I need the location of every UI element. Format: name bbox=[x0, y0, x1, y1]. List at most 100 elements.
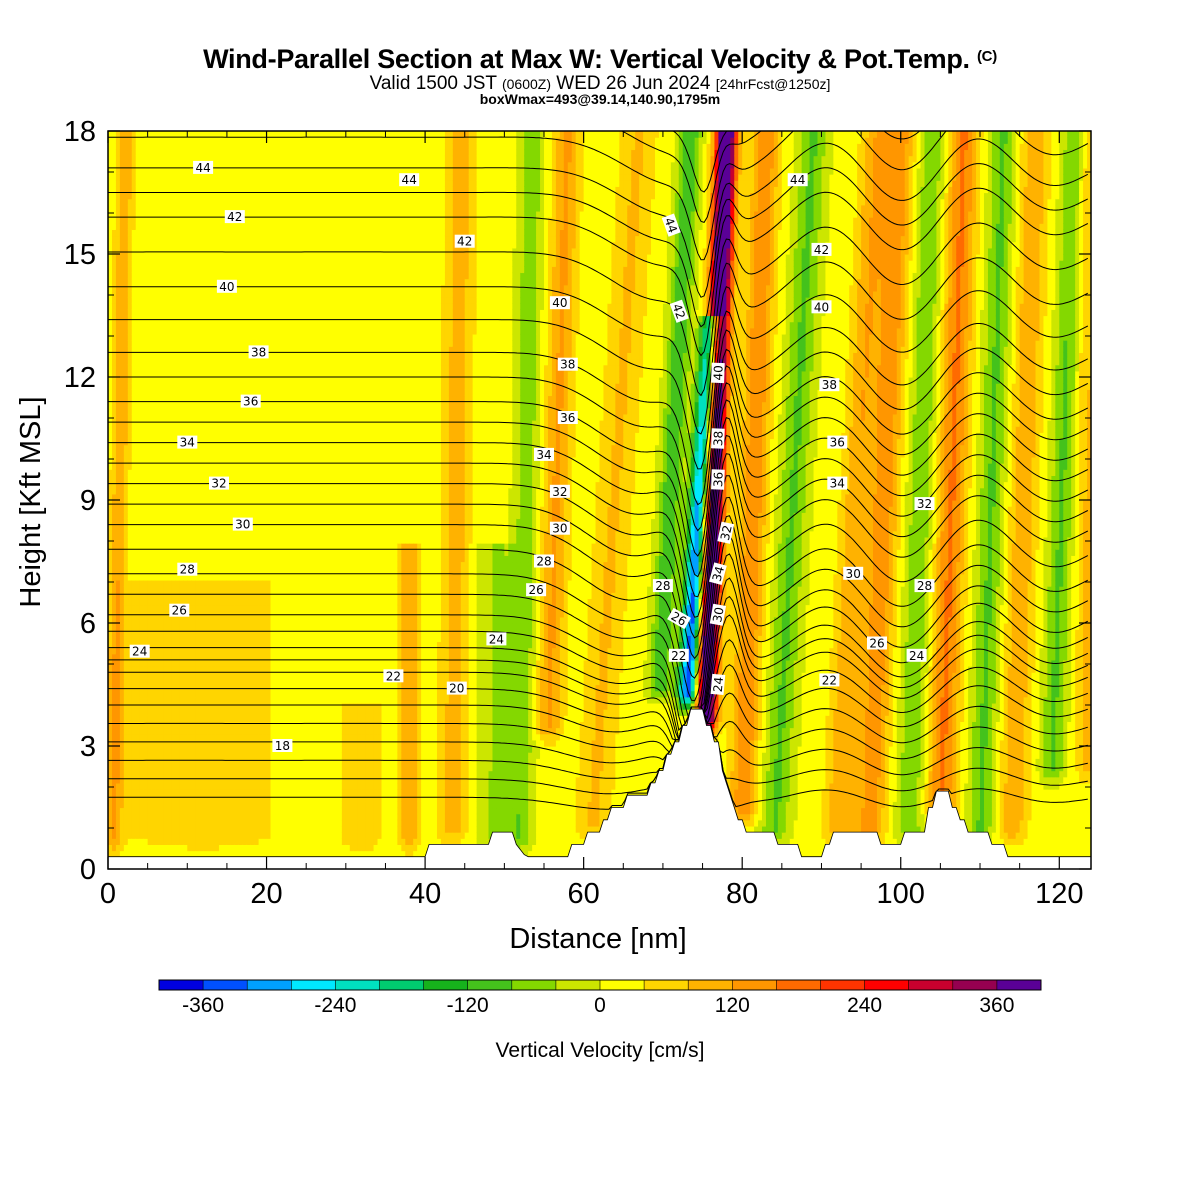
w-cell bbox=[155, 481, 161, 489]
w-cell bbox=[218, 659, 224, 667]
w-cell bbox=[242, 137, 248, 144]
w-cell bbox=[226, 733, 232, 741]
w-cell bbox=[159, 746, 165, 753]
w-cell bbox=[171, 210, 176, 218]
w-cell bbox=[215, 850, 220, 858]
w-cell bbox=[127, 407, 133, 415]
w-cell bbox=[215, 838, 220, 845]
w-cell bbox=[211, 506, 216, 513]
w-cell bbox=[187, 315, 192, 323]
w-cell bbox=[115, 543, 121, 550]
w-cell bbox=[151, 616, 157, 624]
w-cell bbox=[139, 801, 145, 809]
w-cell bbox=[266, 383, 272, 390]
w-cell bbox=[230, 438, 236, 446]
w-cell bbox=[191, 420, 196, 427]
w-cell bbox=[199, 641, 204, 649]
w-cell bbox=[222, 733, 228, 741]
w-cell bbox=[226, 696, 232, 704]
w-cell bbox=[175, 290, 180, 298]
w-cell bbox=[147, 198, 153, 206]
w-cell bbox=[163, 475, 169, 483]
w-cell bbox=[163, 733, 169, 741]
w-cell bbox=[230, 180, 236, 187]
w-cell bbox=[108, 487, 113, 495]
w-cell bbox=[187, 475, 192, 483]
w-cell bbox=[111, 672, 117, 679]
w-cell bbox=[123, 229, 129, 237]
w-cell bbox=[258, 143, 264, 151]
w-cell bbox=[211, 377, 216, 384]
w-cell bbox=[211, 666, 216, 673]
w-cell bbox=[207, 401, 212, 409]
w-cell bbox=[258, 641, 264, 649]
w-cell bbox=[199, 303, 204, 310]
w-cell bbox=[179, 420, 184, 427]
w-cell bbox=[159, 321, 165, 329]
w-cell bbox=[195, 223, 200, 230]
w-cell bbox=[159, 506, 165, 513]
w-cell bbox=[226, 623, 232, 630]
w-cell bbox=[179, 789, 184, 796]
w-cell bbox=[155, 653, 161, 661]
w-cell bbox=[258, 530, 264, 538]
w-cell bbox=[187, 284, 192, 292]
w-cell bbox=[179, 672, 184, 679]
w-cell bbox=[215, 315, 220, 323]
w-cell bbox=[218, 647, 224, 655]
w-cell bbox=[159, 567, 165, 575]
w-cell bbox=[191, 450, 196, 458]
w-cell bbox=[254, 149, 260, 157]
w-cell bbox=[218, 629, 224, 636]
w-cell bbox=[199, 746, 204, 753]
w-cell bbox=[199, 567, 204, 575]
w-cell bbox=[230, 641, 236, 649]
w-cell bbox=[226, 500, 232, 507]
w-cell bbox=[163, 739, 169, 747]
w-cell bbox=[226, 825, 232, 833]
w-cell bbox=[139, 838, 145, 845]
w-cell bbox=[175, 315, 180, 323]
w-cell bbox=[171, 167, 176, 175]
w-cell bbox=[234, 819, 240, 827]
w-cell bbox=[171, 180, 176, 187]
w-cell bbox=[183, 733, 188, 741]
w-cell bbox=[143, 782, 149, 790]
w-cell bbox=[131, 789, 137, 796]
w-cell bbox=[115, 813, 121, 821]
w-cell bbox=[207, 512, 212, 520]
w-cell bbox=[115, 198, 121, 206]
w-cell bbox=[195, 217, 200, 224]
w-cell bbox=[151, 696, 157, 704]
w-cell bbox=[211, 850, 216, 858]
w-cell bbox=[115, 536, 121, 544]
w-cell bbox=[211, 180, 216, 187]
w-cell bbox=[222, 370, 228, 378]
w-cell bbox=[262, 487, 268, 495]
w-cell bbox=[199, 825, 204, 833]
w-cell bbox=[211, 647, 216, 655]
w-cell bbox=[183, 481, 188, 489]
w-cell bbox=[175, 598, 180, 606]
w-cell bbox=[270, 690, 276, 698]
w-cell bbox=[131, 327, 137, 335]
w-cell bbox=[179, 377, 184, 384]
w-cell bbox=[270, 770, 276, 778]
w-cell bbox=[108, 678, 113, 686]
w-cell bbox=[207, 395, 212, 403]
w-cell bbox=[123, 463, 129, 470]
w-cell bbox=[127, 844, 133, 852]
w-cell bbox=[254, 801, 260, 809]
w-cell bbox=[183, 426, 188, 433]
w-cell bbox=[246, 235, 252, 243]
w-cell bbox=[139, 672, 145, 679]
w-cell bbox=[111, 500, 117, 507]
w-cell bbox=[230, 389, 236, 397]
w-cell bbox=[258, 493, 264, 501]
w-cell bbox=[242, 567, 248, 575]
w-cell bbox=[111, 426, 117, 433]
w-cell bbox=[191, 260, 196, 267]
w-cell bbox=[222, 463, 228, 470]
w-cell bbox=[167, 819, 173, 827]
w-cell bbox=[147, 364, 153, 372]
